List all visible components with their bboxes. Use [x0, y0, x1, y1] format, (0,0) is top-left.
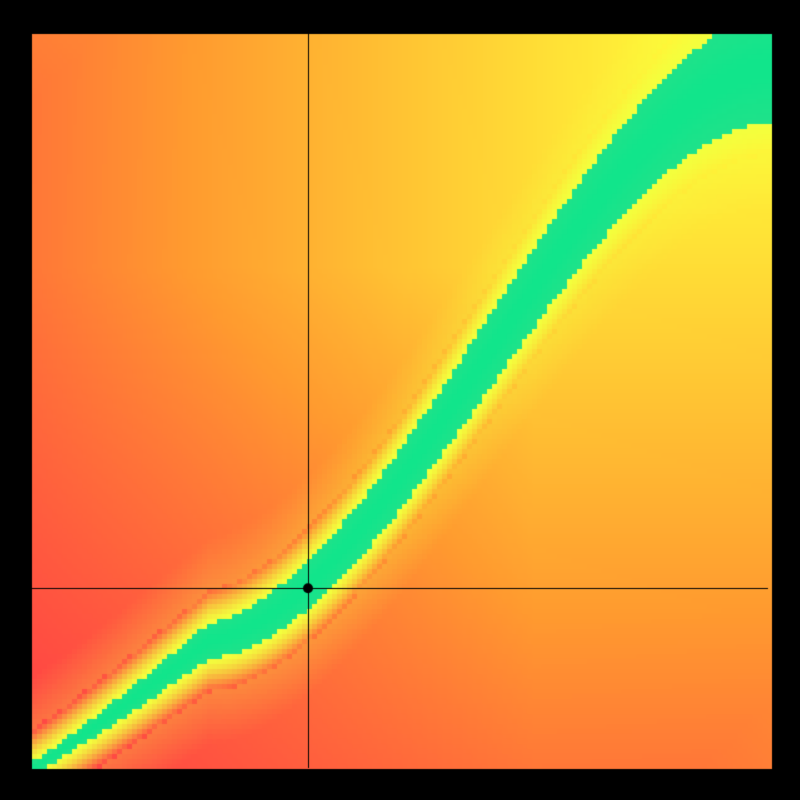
bottleneck-heatmap-canvas — [0, 0, 800, 800]
